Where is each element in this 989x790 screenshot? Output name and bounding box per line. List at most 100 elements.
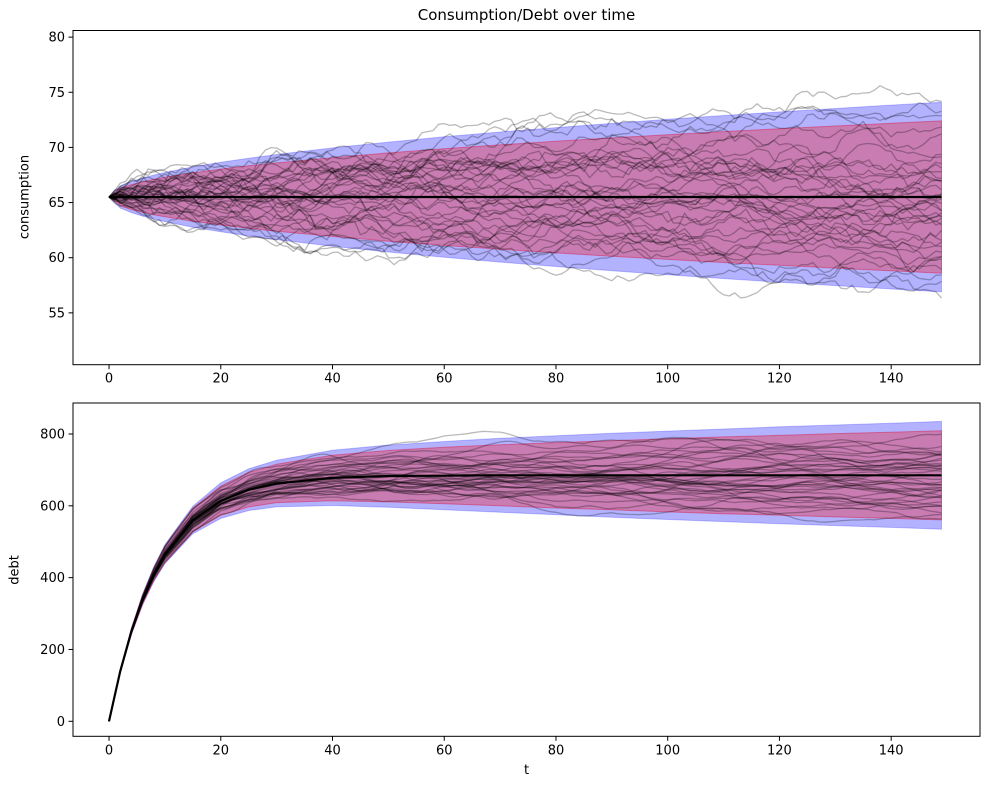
consumption-simulation-path: [108, 149, 942, 216]
debt-simulation-path: [108, 466, 942, 722]
x-tick-label: 60: [436, 743, 453, 758]
x-tick-label: 80: [548, 743, 565, 758]
time-axis-label: t: [523, 763, 530, 778]
consumption-simulation-path: [108, 196, 942, 259]
y-tick-label: 80: [48, 31, 65, 46]
debt-simulation-path: [108, 459, 942, 722]
x-tick-label: 60: [436, 372, 453, 387]
y-tick-label: 200: [40, 643, 65, 658]
consumption-simulation-path: [108, 149, 942, 222]
debt-plot-area: [107, 420, 942, 722]
consumption-simulation-path: [108, 158, 942, 212]
consumption-axes-frame: [72, 30, 981, 366]
debt-simulation-path: [108, 451, 942, 722]
consumption-simulation-path: [108, 126, 942, 202]
debt-simulation-path: [108, 444, 942, 722]
x-tick-label: 40: [324, 372, 341, 387]
x-tick-label: 0: [105, 743, 113, 758]
debt-simulation-path: [108, 493, 942, 722]
consumption-simulation-path: [108, 187, 942, 253]
consumption-simulation-path: [108, 195, 942, 262]
x-tick-label: 40: [324, 743, 341, 758]
debt-simulation-path: [108, 477, 942, 722]
debt-simulation-path: [108, 454, 942, 722]
consumption-simulation-path: [108, 175, 942, 226]
debt-simulation-path: [108, 481, 942, 722]
debt-simulation-path: [108, 471, 942, 722]
y-tick-label: 55: [48, 306, 65, 321]
consumption-simulation-path: [108, 167, 942, 299]
consumption-simulation-path: [108, 180, 942, 238]
consumption-simulation-path: [108, 142, 942, 199]
consumption-simulation-path: [108, 152, 942, 260]
figure-title: Consumption/Debt over time: [417, 6, 636, 24]
debt-simulation-path: [108, 439, 942, 722]
y-tick-label: 60: [48, 251, 65, 266]
debt-simulation-path: [108, 478, 942, 722]
debt-simulation-path: [108, 453, 942, 722]
consumption-simulation-path: [108, 190, 942, 252]
debt-simulation-path: [108, 473, 942, 722]
debt-simulation-path: [108, 430, 942, 722]
consumption-simulation-path: [108, 193, 942, 282]
debt-simulation-path: [108, 484, 942, 722]
consumption-simulation-path: [108, 154, 942, 254]
debt-simulation-path: [108, 472, 942, 722]
y-tick-label: 0: [57, 715, 65, 730]
consumption-simulation-path: [108, 105, 942, 220]
x-tick-label: 140: [879, 743, 904, 758]
debt-simulation-path: [108, 466, 942, 722]
debt-simulation-path: [108, 474, 942, 722]
x-tick-label: 80: [548, 372, 565, 387]
debt-simulation-path: [108, 447, 942, 722]
consumption-simulation-path: [108, 157, 942, 216]
x-tick-label: 120: [767, 743, 792, 758]
consumption-simulation-path: [108, 145, 942, 266]
debt-simulation-path: [108, 453, 942, 722]
consumption-simulation-path: [109, 137, 942, 218]
consumption-simulation-path: [108, 190, 942, 284]
consumption-simulation-path: [108, 164, 942, 299]
debt-simulation-path: [108, 473, 942, 722]
debt-simulation-path: [108, 450, 942, 722]
debt-simulation-path: [108, 477, 942, 722]
debt-simulation-path: [108, 469, 942, 722]
consumption-simulation-path: [108, 102, 942, 202]
x-tick-label: 100: [655, 372, 680, 387]
consumption-simulation-path: [108, 111, 942, 198]
consumption-simulation-path: [108, 120, 942, 198]
consumption-simulation-path: [108, 112, 942, 204]
consumption-simulation-path: [108, 192, 942, 266]
x-tick-label: 0: [105, 372, 113, 387]
debt-simulation-path: [108, 480, 942, 722]
x-tick-label: 120: [767, 372, 792, 387]
consumption-simulation-path: [108, 156, 942, 214]
debt-simulation-path: [108, 440, 942, 722]
consumption-simulation-path: [108, 156, 942, 205]
consumption-simulation-path: [108, 196, 942, 275]
debt-simulation-path: [108, 482, 942, 722]
y-tick-label: 600: [40, 499, 65, 514]
y-tick-label: 65: [48, 196, 65, 211]
y-tick-label: 400: [40, 571, 65, 586]
consumption-simulation-path: [108, 146, 942, 210]
consumption-simulation-path: [108, 134, 942, 206]
x-tick-label: 140: [879, 372, 904, 387]
debt-mean-line: [107, 474, 942, 722]
debt-simulation-path: [108, 462, 942, 722]
x-tick-label: 20: [212, 372, 229, 387]
consumption-simulation-path: [108, 192, 942, 281]
debt-axes-frame: [72, 402, 981, 737]
y-tick-label: 75: [48, 86, 65, 101]
consumption-plot-area: [108, 85, 942, 299]
debt-simulation-path: [108, 452, 942, 722]
x-tick-label: 20: [212, 743, 229, 758]
debt-simulation-path: [108, 485, 942, 722]
consumption-simulation-path: [108, 85, 942, 201]
y-tick-label: 800: [40, 427, 65, 442]
y-tick-label: 70: [48, 141, 65, 156]
consumption-simulation-path: [108, 153, 942, 219]
debt-simulation-path: [108, 472, 942, 722]
